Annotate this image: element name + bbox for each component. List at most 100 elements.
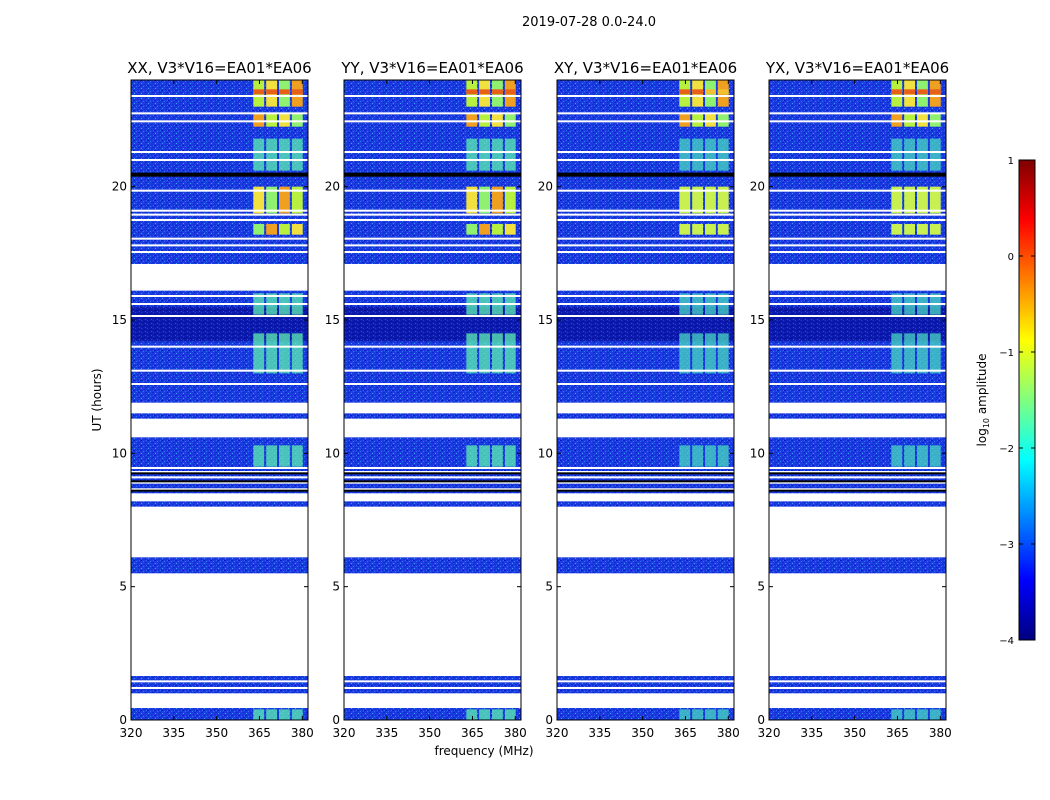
rfi-channel-block [705,333,716,374]
panel-title: YX, V3*V16=EA01*EA06 [765,59,949,77]
y-tick-label: 15 [750,313,765,327]
y-tick-label: 0 [332,713,340,727]
flagged-line [557,295,734,297]
rfi-channel-block [266,138,278,171]
flagged-line [557,151,734,153]
flagged-line [344,237,521,240]
rfi-channel-block [717,333,729,374]
data-gap [131,264,308,291]
y-tick-label: 20 [750,180,765,194]
rfi-channel-block [891,186,903,214]
rfi-channel-block [266,333,278,374]
rfi-channel-block [679,186,691,214]
data-gap [557,493,734,502]
flagged-line [557,120,734,123]
colorbar-gradient [1018,159,1036,641]
rfi-channel-block [279,333,290,374]
flagged-line [557,403,734,405]
data-gap [131,418,308,438]
rfi-channel-block [917,113,928,127]
panel-frame [556,79,735,721]
panel-frame [130,79,309,721]
x-tick-label: 365 [461,726,484,740]
rfi-channel-block [504,445,516,467]
rfi-channel-block [279,445,290,467]
rfi-channel-block [904,186,916,214]
colorbar-tick-label: −3 [999,540,1014,551]
data-gap [557,506,734,558]
rfi-channel-block [904,224,916,235]
panel-frame [768,79,947,721]
rfi-channel-block [891,224,903,235]
flagged-line [344,680,521,683]
data-gap [131,506,308,558]
y-tick-label: 5 [119,580,127,594]
rfi-channel-block [479,445,491,467]
y-tick-label: 10 [112,446,127,460]
flagged-line-black [557,489,734,492]
rfi-channel-block [466,333,478,374]
flagged-line [557,680,734,683]
rfi-channel-block [705,113,716,127]
x-tick-label: 335 [588,726,611,740]
rfi-channel-block [279,113,290,127]
data-gap [131,402,308,414]
flagged-line [131,95,308,97]
x-tick-label: 350 [843,726,866,740]
flagged-line [131,687,308,689]
flagged-line [344,295,521,297]
x-tick-label: 380 [717,726,740,740]
flagged-line [344,476,521,479]
panel-yy: YY, V3*V16=EA01*EA06 320 335 350 365 380 0 5 10 1… [325,59,527,740]
flagged-line-black [131,172,308,177]
flagged-line [769,383,946,385]
rfi-channel-block [291,186,303,214]
y-tick-label: 15 [112,313,127,327]
data-gap [769,264,946,291]
y-tick-label: 5 [545,580,553,594]
flagged-line [131,151,308,153]
rfi-channel-block [279,186,290,214]
panel-title: XY, V3*V16=EA01*EA06 [554,59,737,77]
rfi-hotspot [705,89,716,95]
flagged-line [344,219,521,221]
flagged-line [769,680,946,683]
flagged-line [131,237,308,240]
rfi-channel-block [717,186,729,214]
flagged-line [344,303,521,305]
rfi-channel-block [253,138,265,171]
rfi-channel-block [466,113,478,127]
rfi-channel-block [504,113,516,127]
flagged-line [557,315,734,317]
rfi-channel-block [266,224,278,235]
flagged-line [344,383,521,385]
panel-xx: XX, V3*V16=EA01*EA06 320 335 350 365 380 0 5 10 1… [112,59,314,740]
flagged-line-black [344,489,521,492]
flagged-line [769,151,946,153]
rfi-channel-block [705,445,716,467]
data-gap [344,693,521,708]
flagged-line [769,189,946,192]
rfi-channel-block [504,224,516,235]
data-gap [344,418,521,438]
flagged-line [557,213,734,216]
flagged-line [131,680,308,683]
flagged-line [769,467,946,469]
flagged-line [769,112,946,115]
rfi-channel-block [891,445,903,467]
flagged-line [557,476,734,479]
rfi-channel-block [929,138,941,171]
y-tick-label: 20 [112,180,127,194]
flagged-line [131,369,308,372]
flagged-line [344,315,521,317]
rfi-channel-block [466,709,478,720]
rfi-channel-block [479,333,491,374]
colorbar-label-sub: 10 [982,418,991,428]
rfi-channel-block [705,224,716,235]
data-gap [769,693,946,708]
flagged-line [557,219,734,221]
data-gap [557,693,734,708]
flagged-line [769,251,946,253]
rfi-channel-block [692,333,704,374]
flagged-line [131,403,308,405]
